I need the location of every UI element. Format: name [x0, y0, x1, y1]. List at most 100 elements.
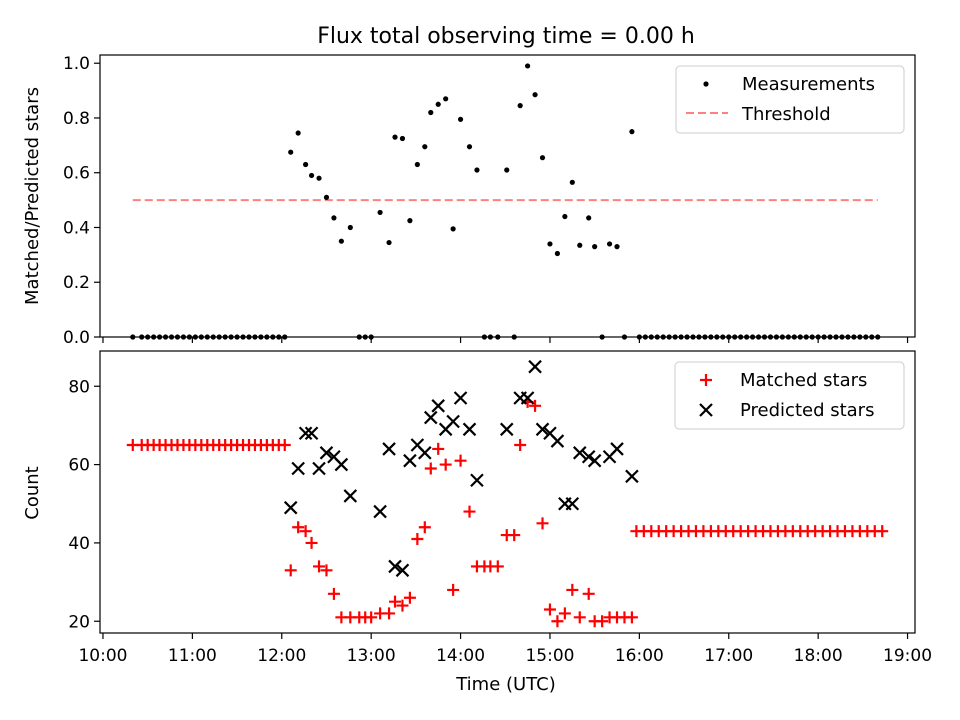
measurement-point — [331, 215, 337, 221]
predicted-star-point — [395, 563, 410, 578]
measurement-point — [562, 213, 568, 220]
matched-star-point — [491, 560, 504, 573]
predicted-star-point — [334, 457, 349, 472]
predicted-star-point — [291, 461, 305, 476]
matched-star-point — [551, 615, 564, 628]
ratio-y-axis-label: Matched/Predicted stars — [22, 87, 43, 305]
x-tick-label: 19:00 — [883, 646, 932, 666]
measurement-point — [629, 129, 635, 135]
measurement-point — [288, 149, 294, 155]
matched-star-point — [389, 595, 402, 608]
measurement-point — [586, 215, 592, 221]
matched-star-point — [508, 529, 521, 542]
predicted-star-point — [535, 422, 550, 437]
predicted-star-point — [610, 442, 624, 456]
matched-star-point — [327, 587, 340, 600]
matched-star-point — [320, 564, 333, 577]
count-y-axis-label: Count — [22, 466, 43, 519]
legend-matched-marker — [700, 374, 712, 386]
predicted-star-point — [572, 446, 587, 460]
matched-star-point — [383, 607, 396, 620]
measurement-point — [554, 250, 561, 257]
x-tick-label: 11:00 — [168, 646, 217, 666]
y-tick-label: 40 — [68, 534, 90, 554]
predicted-star-point — [499, 422, 514, 437]
measurement-point — [386, 239, 392, 246]
count-legend: Matched stars Predicted stars — [674, 361, 905, 430]
ratio-axes-frame — [99, 54, 916, 338]
measurement-point — [377, 209, 383, 216]
predicted-star-point — [625, 469, 639, 484]
y-tick-label: 0.6 — [63, 164, 90, 184]
measurement-point — [517, 103, 523, 109]
matched-star-point — [396, 599, 409, 612]
measurement-point — [414, 161, 420, 168]
measurement-point — [577, 242, 583, 248]
x-tick-label: 17:00 — [704, 646, 753, 666]
measurement-point — [525, 63, 531, 69]
predicted-star-point — [520, 391, 535, 405]
legend-predicted-marker — [699, 403, 713, 417]
matched-star-point — [424, 462, 437, 475]
predicted-star-point — [373, 504, 387, 519]
matched-star-point — [439, 458, 452, 471]
measurement-point — [428, 109, 434, 116]
matched-star-point — [432, 442, 445, 455]
legend-measurements-marker — [703, 81, 709, 87]
matched-star-point — [313, 560, 326, 573]
matched-star-point — [573, 611, 586, 624]
legend-measurements-label: Measurements — [742, 74, 875, 95]
ratio-legend: Measurements Threshold — [675, 65, 905, 134]
predicted-star-point — [418, 446, 432, 460]
measurement-point — [308, 172, 315, 179]
predicted-star-point — [581, 449, 596, 464]
matched-star-point — [582, 587, 595, 600]
matched-star-point — [278, 439, 291, 451]
count-plot-area — [126, 359, 889, 628]
y-tick-label: 20 — [68, 612, 90, 632]
figure-title: Flux total observing time = 0.00 h — [317, 24, 695, 49]
count-x-axis: 10:00 11:00 12:00 13:00 14:00 15:00 16:00 17:00… — [78, 633, 932, 666]
ratio-x-axis — [102, 337, 909, 343]
predicted-star-point — [470, 473, 484, 488]
x-tick-label: 14:00 — [436, 646, 485, 666]
matched-star-point — [403, 591, 416, 604]
measurement-point — [399, 135, 406, 142]
measurement-point — [295, 130, 301, 136]
matched-star-point — [536, 517, 549, 530]
measurement-point — [606, 241, 613, 247]
matched-star-point — [305, 536, 318, 549]
predicted-star-point — [528, 359, 542, 374]
matched-star-point — [292, 521, 305, 534]
predicted-star-point — [304, 426, 319, 441]
x-tick-label: 13:00 — [347, 646, 396, 666]
x-tick-label: 16:00 — [615, 646, 664, 666]
predicted-star-point — [388, 559, 402, 574]
x-tick-label: 12:00 — [257, 646, 306, 666]
measurement-point — [457, 116, 464, 122]
y-tick-label: 60 — [68, 456, 90, 476]
measurement-point — [466, 144, 473, 150]
matched-star-point — [463, 505, 476, 518]
legend-threshold-label: Threshold — [741, 104, 831, 125]
measurement-point — [539, 155, 546, 161]
matched-star-point — [299, 525, 312, 538]
matched-star-point — [447, 583, 460, 596]
predicted-star-point — [312, 461, 326, 476]
matched-star-point — [514, 439, 527, 451]
matched-star-point — [876, 525, 889, 538]
measurement-point — [474, 167, 480, 173]
measurement-point — [504, 167, 510, 173]
matched-star-point — [566, 583, 579, 596]
predicted-star-point — [298, 426, 313, 441]
matched-star-point — [284, 564, 297, 577]
measurement-point — [407, 218, 413, 224]
y-tick-label: 0.0 — [63, 328, 90, 348]
legend-matched-label: Matched stars — [740, 370, 867, 391]
measurement-point — [592, 244, 598, 250]
measurement-point — [443, 96, 449, 102]
measurement-point — [450, 226, 456, 232]
ratio-y-axis: 0.0 0.2 0.4 0.6 0.8 1.0 — [63, 54, 100, 348]
predicted-star-point — [446, 414, 460, 429]
